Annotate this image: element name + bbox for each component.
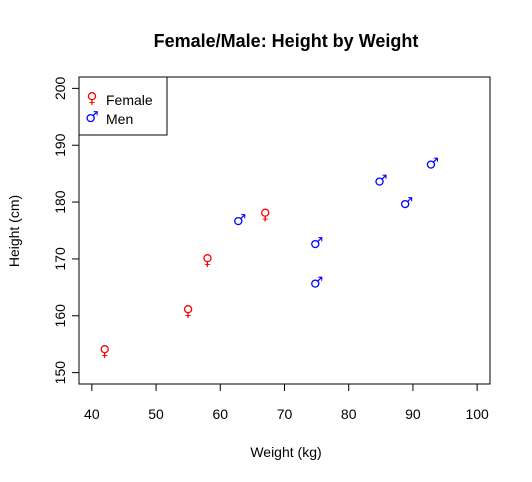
- x-tick-label: 100: [465, 406, 489, 422]
- y-tick-label: 170: [52, 247, 68, 271]
- female-data-point: ♀: [260, 205, 271, 223]
- y-axis: 150 160 170 180 190 200: [52, 76, 79, 384]
- legend-box: [78, 76, 168, 136]
- chart-title: Female/Male: Height by Weight: [154, 31, 419, 51]
- female-data-point: ♀: [183, 302, 194, 320]
- x-tick-label: 50: [148, 406, 164, 422]
- y-tick-label: 190: [52, 133, 68, 157]
- x-tick-label: 80: [341, 406, 357, 422]
- x-axis-label: Weight (kg): [250, 444, 321, 460]
- points-layer: ♀ ♀ ♀ ♀ ♂ ♂ ♂ ♂ ♂ ♂: [99, 154, 439, 360]
- legend-men-label: Men: [106, 111, 133, 127]
- y-axis-label: Height (cm): [6, 195, 22, 267]
- men-data-point: ♂: [310, 274, 323, 292]
- men-data-point: ♂: [233, 211, 246, 229]
- female-data-point: ♀: [202, 251, 213, 269]
- men-data-point: ♂: [400, 194, 413, 212]
- men-data-point: ♂: [425, 154, 438, 172]
- female-data-point: ♀: [99, 342, 110, 360]
- legend-men-symbol: ♂: [85, 108, 98, 126]
- men-data-point: ♂: [374, 171, 387, 189]
- x-tick-label: 70: [277, 406, 293, 422]
- x-axis: 40 50 60 70 80 90 100: [84, 384, 489, 422]
- x-tick-label: 90: [405, 406, 421, 422]
- men-data-point: ♂: [310, 234, 323, 252]
- legend: ♀ Female ♂ Men: [78, 76, 168, 136]
- x-tick-label: 40: [84, 406, 100, 422]
- y-tick-label: 200: [52, 76, 68, 100]
- y-tick-label: 180: [52, 190, 68, 214]
- y-tick-label: 160: [52, 304, 68, 328]
- legend-female-label: Female: [106, 92, 153, 108]
- y-tick-label: 150: [52, 361, 68, 385]
- legend-female-symbol: ♀: [87, 89, 98, 107]
- x-tick-label: 60: [212, 406, 228, 422]
